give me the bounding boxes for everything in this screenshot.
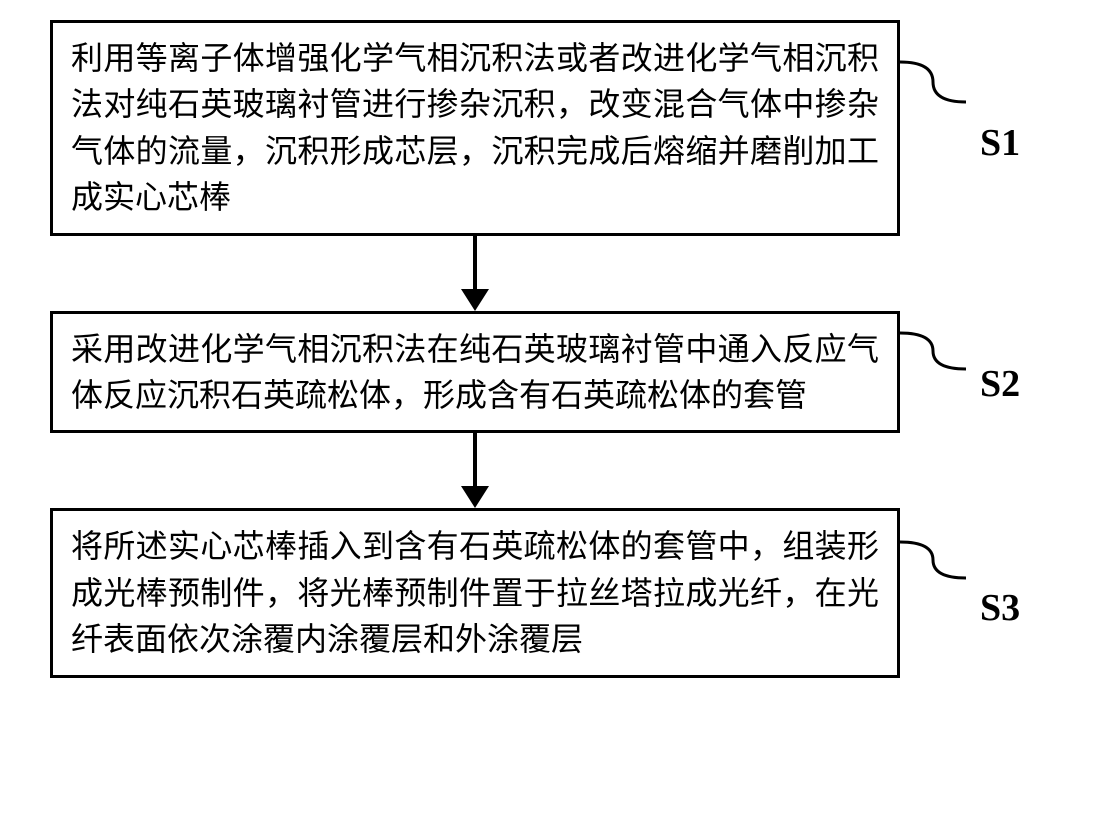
label-connector-s1	[898, 40, 968, 110]
arrow-wrap-1	[20, 236, 1079, 311]
step-box-s2: 采用改进化学气相沉积法在纯石英玻璃衬管中通入反应气体反应沉积石英疏松体，形成含有…	[50, 311, 900, 434]
step-label-s1: S1	[980, 121, 1020, 165]
arrow-wrap-2	[20, 433, 1079, 508]
arrow-head	[461, 289, 489, 311]
step-text-s1: 利用等离子体增强化学气相沉积法或者改进化学气相沉积法对纯石英玻璃衬管进行掺杂沉积…	[71, 40, 879, 215]
arrow-line	[473, 236, 477, 289]
arrow-line	[473, 433, 477, 486]
step-row-s1: 利用等离子体增强化学气相沉积法或者改进化学气相沉积法对纯石英玻璃衬管进行掺杂沉积…	[20, 20, 1079, 236]
step-box-s3: 将所述实心芯棒插入到含有石英疏松体的套管中，组装形成光棒预制件，将光棒预制件置于…	[50, 508, 900, 677]
step-text-s3: 将所述实心芯棒插入到含有石英疏松体的套管中，组装形成光棒预制件，将光棒预制件置于…	[71, 528, 879, 657]
arrow-head	[461, 486, 489, 508]
flowchart-container: 利用等离子体增强化学气相沉积法或者改进化学气相沉积法对纯石英玻璃衬管进行掺杂沉积…	[20, 20, 1079, 678]
step-label-s3: S3	[980, 586, 1020, 630]
arrow-s2-s3	[461, 433, 489, 508]
label-connector-s2	[898, 321, 968, 381]
step-row-s2: 采用改进化学气相沉积法在纯石英玻璃衬管中通入反应气体反应沉积石英疏松体，形成含有…	[20, 311, 1079, 434]
arrow-s1-s2	[461, 236, 489, 311]
label-connector-s3	[898, 530, 968, 590]
step-box-s1: 利用等离子体增强化学气相沉积法或者改进化学气相沉积法对纯石英玻璃衬管进行掺杂沉积…	[50, 20, 900, 236]
step-text-s2: 采用改进化学气相沉积法在纯石英玻璃衬管中通入反应气体反应沉积石英疏松体，形成含有…	[71, 331, 879, 413]
step-row-s3: 将所述实心芯棒插入到含有石英疏松体的套管中，组装形成光棒预制件，将光棒预制件置于…	[20, 508, 1079, 677]
step-label-s2: S2	[980, 362, 1020, 406]
